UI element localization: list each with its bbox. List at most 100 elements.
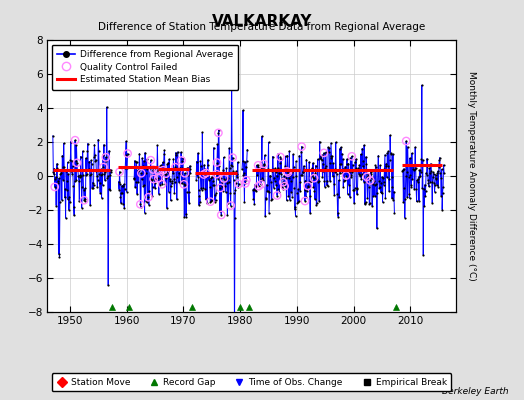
Point — [239, 107, 247, 114]
Point — [56, 171, 64, 178]
Point — [167, 180, 176, 186]
Point — [154, 175, 162, 181]
Point — [149, 166, 157, 173]
Point — [167, 183, 176, 189]
Point — [155, 178, 163, 184]
Point — [352, 165, 360, 171]
Point — [114, 178, 123, 185]
Point — [196, 163, 205, 170]
Point — [321, 165, 330, 171]
Point — [421, 193, 429, 199]
Point — [194, 187, 203, 193]
Point — [68, 157, 76, 164]
Point — [406, 155, 414, 161]
Point — [303, 183, 312, 189]
Point — [298, 172, 307, 178]
Point — [440, 170, 448, 176]
Point — [365, 184, 373, 190]
Legend: Station Move, Record Gap, Time of Obs. Change, Empirical Break: Station Move, Record Gap, Time of Obs. C… — [52, 374, 451, 392]
Point — [199, 170, 207, 176]
Point — [278, 175, 286, 181]
Point — [420, 182, 429, 188]
Point — [196, 199, 204, 205]
Point — [337, 144, 345, 150]
Point — [255, 165, 264, 172]
Point — [390, 188, 398, 195]
Point — [154, 167, 162, 174]
Point — [347, 153, 356, 160]
Point — [142, 170, 150, 176]
Point — [230, 340, 238, 346]
Point — [166, 178, 174, 184]
Point — [70, 204, 78, 210]
Point — [133, 191, 141, 197]
Point — [299, 169, 307, 175]
Point — [223, 212, 232, 218]
Point — [129, 175, 138, 182]
Point — [346, 194, 354, 200]
Point — [69, 163, 77, 169]
Point — [207, 198, 215, 204]
Point — [92, 168, 101, 175]
Point — [196, 158, 204, 164]
Point — [119, 181, 128, 188]
Point — [366, 169, 375, 175]
Point — [361, 200, 369, 206]
Point — [101, 177, 109, 184]
Point — [83, 148, 92, 155]
Point — [116, 194, 125, 200]
Point — [123, 150, 132, 157]
Point — [82, 155, 90, 161]
Point — [117, 200, 125, 206]
Point — [165, 156, 173, 162]
Point — [216, 208, 224, 214]
Point — [88, 161, 96, 168]
Point — [373, 225, 381, 232]
Point — [402, 138, 410, 144]
Point — [308, 165, 316, 171]
Point — [264, 166, 272, 172]
Point — [324, 149, 333, 156]
Point — [432, 174, 440, 181]
Point — [204, 172, 213, 178]
Point — [268, 168, 277, 174]
Point — [381, 152, 389, 158]
Point — [241, 180, 249, 186]
Point — [369, 192, 377, 199]
Point — [258, 133, 266, 140]
Point — [200, 162, 209, 168]
Point — [362, 154, 370, 160]
Point — [259, 176, 268, 183]
Point — [251, 187, 259, 193]
Point — [271, 165, 279, 172]
Point — [282, 197, 291, 204]
Point — [360, 142, 368, 148]
Point — [177, 170, 185, 177]
Point — [137, 170, 146, 176]
Point — [80, 187, 88, 194]
Point — [285, 174, 293, 181]
Point — [58, 197, 66, 203]
Text: Difference of Station Temperature Data from Regional Average: Difference of Station Temperature Data f… — [99, 22, 425, 32]
Point — [416, 167, 424, 174]
Point — [376, 162, 385, 168]
Point — [405, 174, 413, 180]
Point — [121, 165, 129, 172]
Point — [325, 159, 334, 166]
Point — [286, 172, 294, 178]
Point — [205, 170, 214, 176]
Point — [73, 167, 82, 174]
Point — [276, 154, 285, 160]
Point — [180, 214, 189, 220]
Point — [318, 156, 326, 163]
Point — [57, 170, 65, 177]
Point — [174, 164, 182, 171]
Point — [205, 177, 213, 183]
Point — [314, 179, 322, 185]
Point — [79, 172, 88, 178]
Point — [144, 194, 152, 200]
Point — [210, 144, 218, 151]
Point — [239, 171, 248, 178]
Point — [162, 170, 170, 177]
Point — [158, 159, 167, 166]
